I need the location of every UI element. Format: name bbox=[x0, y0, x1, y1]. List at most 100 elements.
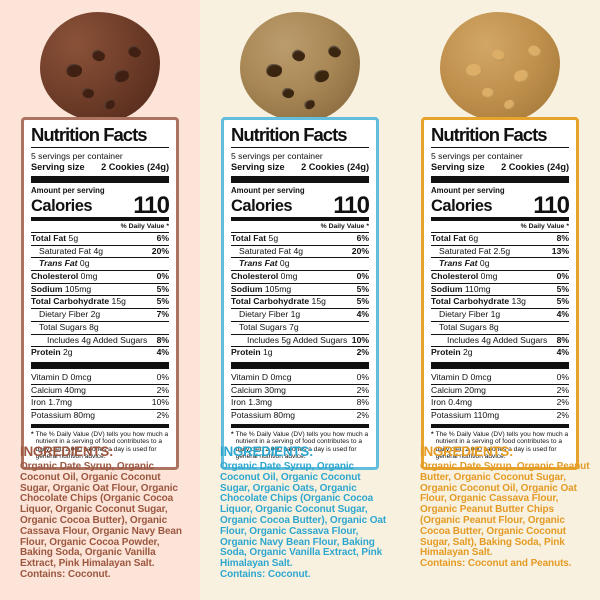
cookie-chip-icon bbox=[66, 64, 82, 77]
cookie-chip-icon bbox=[312, 68, 331, 84]
nutrient-row: Dietary Fiber 1g 4% bbox=[231, 309, 369, 322]
divider-medium bbox=[431, 217, 569, 221]
nutrient-label: Total Sugars 8g bbox=[39, 321, 99, 332]
daily-value-footnote: * The % Daily Value (DV) tells you how m… bbox=[431, 431, 569, 461]
nutrient-daily-value: 4% bbox=[556, 347, 569, 358]
mineral-daily-value: 0% bbox=[556, 371, 569, 382]
nutrient-row: Protein 2g 4% bbox=[431, 347, 569, 359]
nutrient-label: Sodium 105mg bbox=[31, 283, 92, 294]
nutrient-rows: Total Fat 6g 8% Saturated Fat 2.5g 13% T… bbox=[431, 233, 569, 359]
nutrient-row: Sodium 105mg 5% bbox=[31, 284, 169, 297]
nutrition-facts-title: Nutrition Facts bbox=[431, 125, 569, 148]
nutrient-row: Saturated Fat 4g 20% bbox=[231, 246, 369, 259]
divider-medium bbox=[231, 423, 369, 428]
nutrient-daily-value: 5% bbox=[556, 296, 569, 307]
cookie-chip-icon bbox=[302, 98, 317, 111]
ingredients-list: Organic Date Syrup, Organic Coconut Oil,… bbox=[20, 461, 182, 570]
nutrient-label: Saturated Fat 2.5g bbox=[439, 245, 511, 256]
mineral-row: Iron 1.3mg 8% bbox=[231, 397, 369, 410]
mineral-daily-value: 2% bbox=[356, 409, 369, 420]
mineral-label: Potassium 80mg bbox=[31, 409, 96, 420]
nutrient-row: Cholesterol 0mg 0% bbox=[431, 271, 569, 284]
flavor-column: Nutrition Facts 5 servings per container… bbox=[400, 0, 600, 600]
divider-medium bbox=[431, 423, 569, 428]
mineral-row: Calcium 20mg 2% bbox=[431, 385, 569, 398]
nutrient-label: Protein 2g bbox=[431, 347, 473, 358]
mineral-label: Iron 1.3mg bbox=[231, 397, 273, 408]
cookie-chip-icon bbox=[466, 64, 482, 77]
mineral-label: Iron 0.4mg bbox=[431, 397, 473, 408]
serving-size-value: 2 Cookies (24g) bbox=[301, 162, 369, 172]
divider-medium bbox=[31, 217, 169, 221]
mineral-label: Vitamin D 0mcg bbox=[431, 371, 492, 382]
nutrient-label: Protein 1g bbox=[231, 347, 273, 358]
divider-thick bbox=[231, 361, 369, 369]
cookie-chip-icon bbox=[266, 64, 282, 77]
servings-per-container: 5 servings per container bbox=[31, 151, 123, 161]
calories-value: 110 bbox=[533, 192, 570, 219]
mineral-rows: Vitamin D 0mcg 0% Calcium 30mg 2% Iron 1… bbox=[231, 372, 369, 422]
serving-size-value: 2 Cookies (24g) bbox=[101, 162, 169, 172]
divider-thick bbox=[431, 176, 569, 183]
serving-size-row: Serving size 2 Cookies (24g) bbox=[431, 162, 569, 173]
servings-per-container: 5 servings per container bbox=[231, 151, 323, 161]
nutrient-daily-value: 4% bbox=[556, 309, 569, 320]
ingredients-section: INGREDIENTS: Organic Date Syrup, Organic… bbox=[220, 444, 390, 581]
nutrient-label: Saturated Fat 4g bbox=[239, 245, 304, 256]
footnote-asterisk: * bbox=[231, 430, 234, 438]
nutrient-daily-value: 5% bbox=[156, 296, 169, 307]
mineral-daily-value: 0% bbox=[156, 371, 169, 382]
nutrient-label: Cholesterol 0mg bbox=[231, 271, 298, 282]
footnote-text: The % Daily Value (DV) tells you how muc… bbox=[435, 430, 569, 461]
nutrient-row: Saturated Fat 4g 20% bbox=[31, 246, 169, 259]
serving-size-label: Serving size bbox=[231, 162, 285, 172]
nutrition-panel: Nutrition Facts 5 servings per container… bbox=[21, 117, 179, 470]
nutrient-label: Total Carbohydrate 13g bbox=[431, 296, 526, 307]
nutrient-label: Dietary Fiber 1g bbox=[239, 309, 301, 320]
mineral-label: Vitamin D 0mcg bbox=[231, 371, 292, 382]
mineral-row: Iron 1.7mg 10% bbox=[31, 397, 169, 410]
nutrient-label: Cholesterol 0mg bbox=[31, 271, 98, 282]
amount-per-serving-label: Amount per serving bbox=[431, 186, 505, 195]
nutrient-row: Protein 1g 2% bbox=[231, 347, 369, 359]
mineral-row: Calcium 40mg 2% bbox=[31, 385, 169, 398]
nutrient-daily-value: 0% bbox=[556, 271, 569, 282]
nutrient-label: Dietary Fiber 2g bbox=[39, 309, 101, 320]
ingredients-heading: INGREDIENTS: bbox=[20, 444, 114, 459]
daily-value-header: % Daily Value * bbox=[31, 221, 169, 233]
cookie-chip-icon bbox=[512, 68, 531, 84]
allergen-statement: Contains: Coconut and Peanuts. bbox=[420, 558, 572, 570]
mineral-daily-value: 2% bbox=[156, 409, 169, 420]
divider-thick bbox=[431, 361, 569, 369]
mineral-label: Calcium 20mg bbox=[431, 384, 486, 395]
mineral-daily-value: 2% bbox=[556, 397, 569, 408]
nutrient-daily-value: 10% bbox=[351, 334, 369, 345]
cookie-chip-icon bbox=[490, 48, 507, 63]
nutrient-daily-value: 13% bbox=[551, 245, 569, 256]
nutrient-row: Cholesterol 0mg 0% bbox=[231, 271, 369, 284]
mineral-row: Potassium 110mg 2% bbox=[431, 410, 569, 422]
nutrient-row: Total Carbohydrate 15g 5% bbox=[31, 296, 169, 310]
nutrient-daily-value: 20% bbox=[351, 245, 369, 256]
nutrient-daily-value: 20% bbox=[151, 245, 169, 256]
nutrient-daily-value: 0% bbox=[356, 271, 369, 282]
divider-medium bbox=[231, 217, 369, 221]
mineral-label: Potassium 110mg bbox=[431, 409, 500, 420]
cookie-chip-icon bbox=[481, 87, 495, 99]
flavor-column: Nutrition Facts 5 servings per container… bbox=[200, 0, 400, 600]
nutrient-label: Saturated Fat 4g bbox=[39, 245, 104, 256]
nutrient-row: Total Sugars 7g bbox=[231, 322, 369, 335]
footnote-text: The % Daily Value (DV) tells you how muc… bbox=[235, 430, 369, 461]
mineral-row: Potassium 80mg 2% bbox=[31, 410, 169, 422]
cookie-chip-icon bbox=[502, 98, 517, 111]
nutrient-daily-value: 5% bbox=[356, 283, 369, 294]
calories-label: Calories bbox=[31, 197, 93, 215]
cookie-chip-icon bbox=[290, 48, 307, 63]
cookie-chip-icon bbox=[112, 68, 131, 84]
flavor-column: Nutrition Facts 5 servings per container… bbox=[0, 0, 200, 600]
mineral-label: Calcium 30mg bbox=[231, 384, 286, 395]
divider-thick bbox=[31, 361, 169, 369]
nutrient-label: Sodium 105mg bbox=[231, 283, 292, 294]
serving-size-value: 2 Cookies (24g) bbox=[501, 162, 569, 172]
